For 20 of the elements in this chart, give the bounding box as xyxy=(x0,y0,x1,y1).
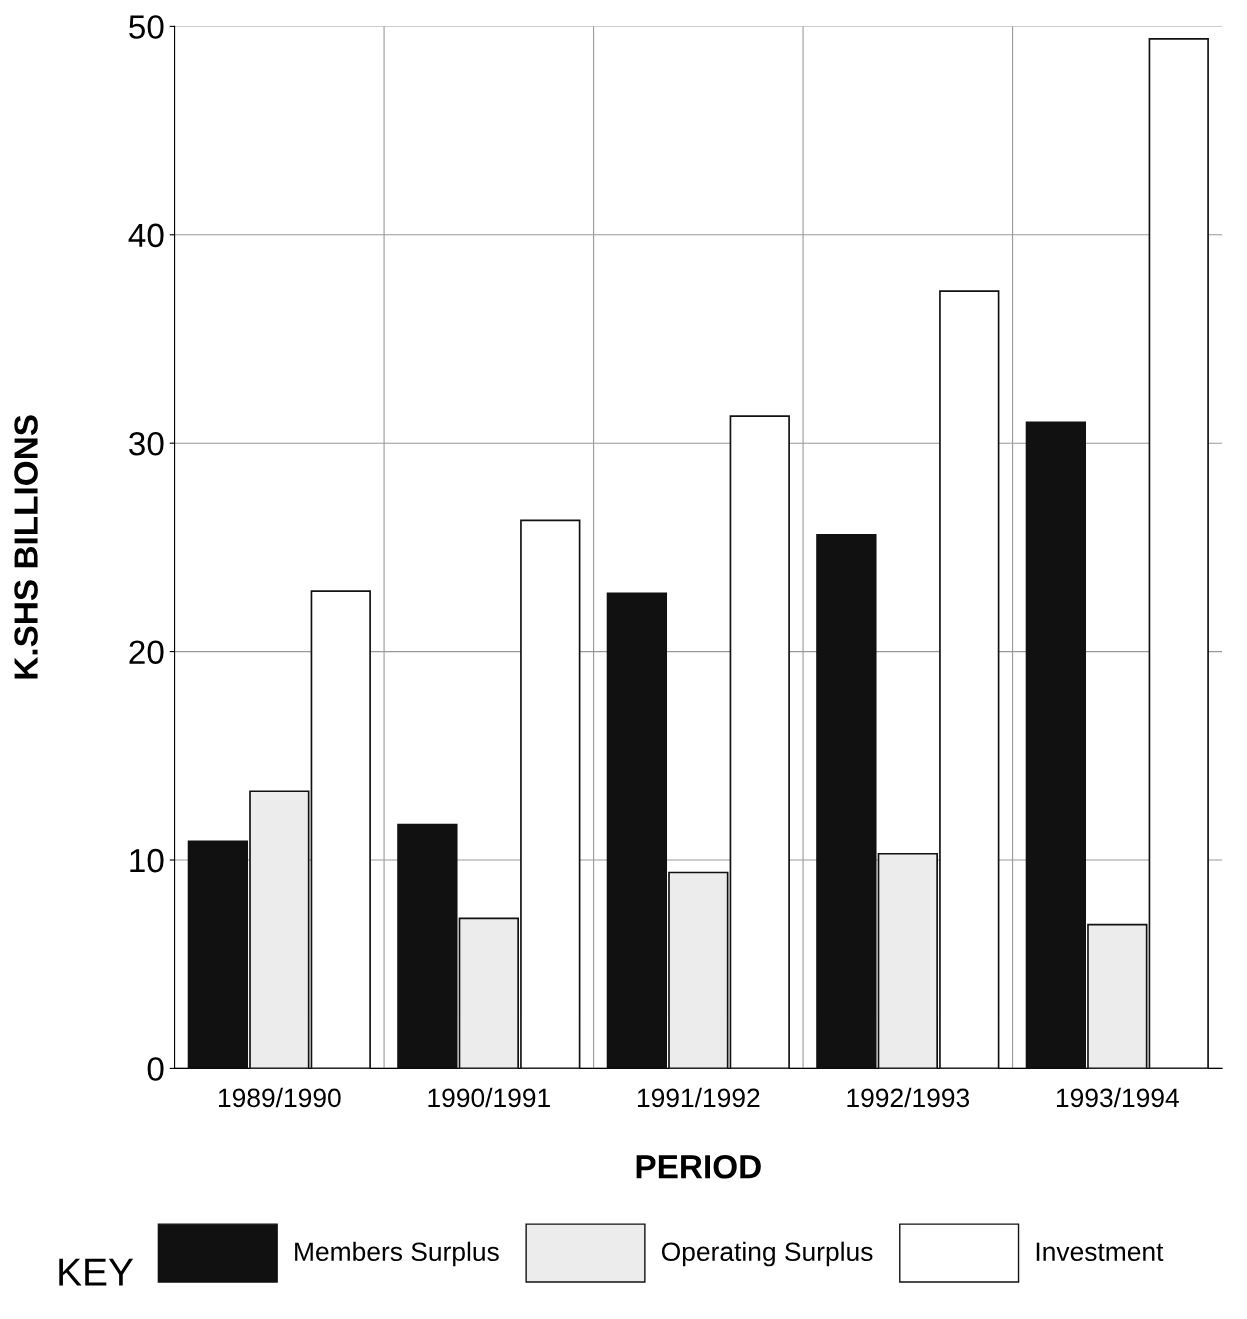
y-tick-label: 40 xyxy=(128,223,164,248)
x-tick-label: 1991/1992 xyxy=(637,1087,760,1108)
legend-label: Operating Surplus xyxy=(661,1241,873,1267)
x-tick-label: 1992/1993 xyxy=(847,1087,970,1108)
bar xyxy=(1148,38,1209,1069)
y-axis-title: K.SHS BILLIONS xyxy=(14,415,38,679)
y-tick-label: 50 xyxy=(129,15,164,39)
bar xyxy=(310,590,371,1069)
x-tick-label: 1989/1990 xyxy=(218,1087,341,1108)
x-axis-title: PERIOD xyxy=(636,1154,761,1179)
y-tick-label: 0 xyxy=(147,1057,164,1081)
bar xyxy=(729,415,790,1069)
x-tick-label: 1990/1991 xyxy=(428,1087,550,1108)
legend-label: Members Surplus xyxy=(295,1241,499,1267)
legend-label: Investment xyxy=(1036,1242,1164,1262)
x-tick-label: 1993/1994 xyxy=(1056,1087,1179,1108)
y-tick-label: 30 xyxy=(129,431,164,456)
y-tick-label: 20 xyxy=(129,640,164,664)
y-tick-label: 10 xyxy=(130,848,164,873)
legend-title: KEY xyxy=(59,1258,134,1286)
